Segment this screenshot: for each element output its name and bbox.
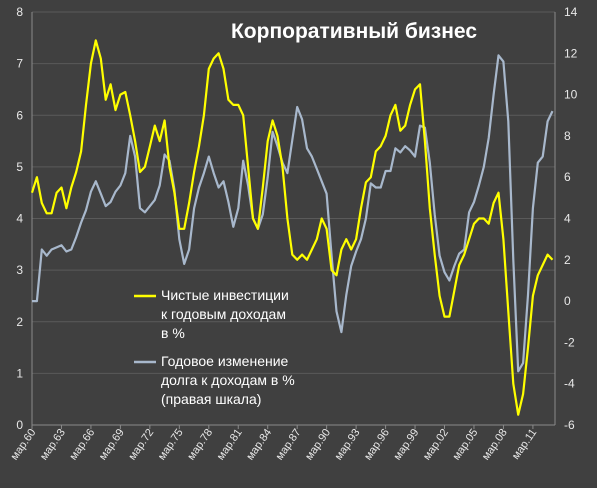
left-tick-label: 7 <box>16 57 23 71</box>
right-tick-label: 0 <box>564 294 571 308</box>
left-tick-label: 2 <box>16 315 23 329</box>
left-tick-label: 8 <box>16 5 23 19</box>
left-tick-label: 6 <box>16 108 23 122</box>
right-tick-label: 12 <box>564 46 578 60</box>
legend: Чистые инвестиции к годовым доходам в % Год… <box>134 287 295 407</box>
legend-label-2: (правая шкала) <box>161 391 261 407</box>
left-tick-label: 3 <box>16 263 23 277</box>
right-tick-label: 6 <box>564 170 571 184</box>
left-axis: 0 1 2 3 4 5 6 7 8 <box>16 5 23 432</box>
right-tick-label: 2 <box>564 253 571 267</box>
legend-label-2: долга к доходам в % <box>161 372 295 388</box>
left-tick-label: 1 <box>16 366 23 380</box>
legend-label-1: Чистые инвестиции <box>161 287 289 303</box>
right-tick-label: -6 <box>564 418 575 432</box>
series-line-debt-change <box>32 54 554 373</box>
left-tick-label: 5 <box>16 160 23 174</box>
left-tick-label: 0 <box>16 418 23 432</box>
right-tick-label: 8 <box>564 129 571 143</box>
left-tick-label: 4 <box>16 212 23 226</box>
right-tick-label: 4 <box>564 212 571 226</box>
right-tick-label: 14 <box>564 5 578 19</box>
right-tick-label: 10 <box>564 88 578 102</box>
chart-title: Корпоративный бизнес <box>231 20 477 43</box>
right-tick-label: -4 <box>564 377 575 391</box>
legend-label-1: в % <box>161 325 185 341</box>
right-tick-label: -2 <box>564 335 575 349</box>
series-line-net-investment <box>30 39 554 416</box>
series-layer <box>30 39 554 416</box>
legend-label-2: Годовое изменение <box>161 353 289 369</box>
legend-label-1: к годовым доходам <box>161 306 286 322</box>
right-axis: -6 -4 -2 0 2 4 6 8 10 12 14 <box>564 5 578 432</box>
gridlines <box>31 11 556 426</box>
